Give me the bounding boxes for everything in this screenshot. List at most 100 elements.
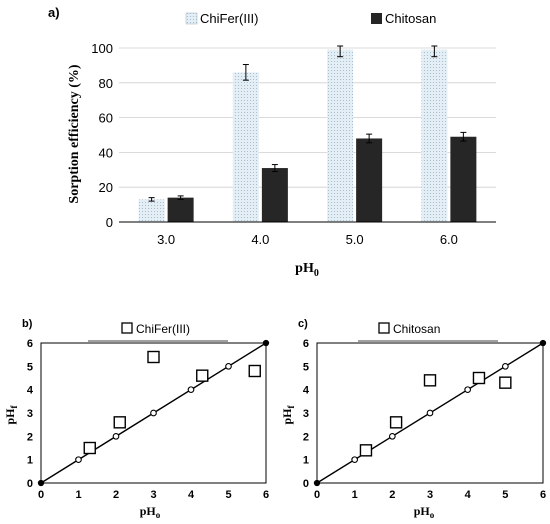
panel-a-bar-chifer xyxy=(327,49,354,222)
panel-c-reference-point xyxy=(426,409,434,417)
panel-a-x-tick-label: 5.0 xyxy=(346,232,364,247)
panel-c-x-tick-label: 2 xyxy=(389,489,395,501)
panel-b-data-point xyxy=(248,364,261,378)
panel-b-legend: ChiFer(III) xyxy=(88,322,228,342)
panel-a-bar-chifer xyxy=(138,199,165,222)
panel-a-x-tick-label: 3.0 xyxy=(157,232,175,247)
panel-b-x-tick-label: 0 xyxy=(38,489,44,501)
panel-c-reference-line xyxy=(313,339,547,487)
panel-b-data-point xyxy=(113,416,126,429)
panel-a-bar-chitosan xyxy=(450,136,477,222)
panel-b-reference-point xyxy=(262,339,270,347)
panel-b-y-axis-label: pHf xyxy=(3,404,19,424)
panel-b-label: b) xyxy=(22,318,33,330)
panel-b-x-tick-label: 4 xyxy=(188,489,195,501)
panel-b-data-point xyxy=(147,350,160,364)
panel-c-data-point xyxy=(389,416,403,429)
panel-c-reference-point xyxy=(388,432,396,440)
panel-c-y-tick-label: 4 xyxy=(303,385,310,397)
panel-b-y-tick-label: 0 xyxy=(27,478,33,490)
panel-b-x-axis-label: pHo xyxy=(140,504,161,520)
panel-b-legend-label: ChiFer(III) xyxy=(136,322,190,336)
panel-c-legend-marker xyxy=(378,322,390,334)
panel-a-bar-chitosan xyxy=(167,197,194,222)
panel-b-y-tick-label: 5 xyxy=(27,361,33,373)
panel-a-bar-chitosan xyxy=(261,168,288,222)
panel-c-y-tick-label: 2 xyxy=(303,431,309,443)
panel-b-y-tick-label: 4 xyxy=(27,385,34,397)
panel-b-y-tick-label: 1 xyxy=(27,455,33,467)
panel-c-x-tick-label: 4 xyxy=(465,489,472,501)
panel-b-data-point xyxy=(83,441,96,455)
panel-b-y-tick-label: 2 xyxy=(27,431,33,443)
panel-c-x-tick-label: 0 xyxy=(314,489,320,501)
panel-c-data-points xyxy=(359,371,512,457)
legend-chitosan-swatch xyxy=(371,13,382,24)
panel-c-x-tick-label: 3 xyxy=(427,489,433,501)
panel-b-plot-frame xyxy=(40,342,267,484)
panel-b-reference-point xyxy=(37,479,45,487)
panel-b-x-tick-label: 6 xyxy=(263,489,269,501)
panel-c-x-tick-label: 5 xyxy=(502,489,508,501)
panel-a-y-tick-label: 0 xyxy=(106,215,113,230)
panel-b-legend-marker xyxy=(121,322,133,334)
panel-c-x-axis-label: pHo xyxy=(414,504,435,520)
panel-c-reference-point xyxy=(501,362,509,370)
panel-b-scatter: b) ChiFer(III) 00 1 1 2 2 3 3 4 4 5 5 6 6 pHf pHo xyxy=(3,318,270,520)
panel-a-y-tick-label: 40 xyxy=(99,145,113,160)
panel-a-label: a) xyxy=(48,5,60,20)
panel-c-y-tick-label: 5 xyxy=(303,361,309,373)
panel-c-data-point xyxy=(359,444,373,457)
panel-a-y-axis-label: Sorption efficiency (%) xyxy=(67,64,82,204)
panel-c-plot-frame xyxy=(316,342,544,484)
panel-c-reference-point xyxy=(464,386,472,394)
panel-c-x-tick-label: 6 xyxy=(540,489,546,501)
panel-b-data-points xyxy=(83,350,261,455)
panel-a-x-tick-label: 4.0 xyxy=(251,232,269,247)
panel-c-reference-point xyxy=(313,479,321,487)
panel-c-tick-labels: 00 1 1 2 2 3 3 4 4 5 5 6 6 xyxy=(303,338,546,501)
panel-a-y-tick-labels: 0 20 40 60 80 100 xyxy=(91,41,113,230)
panel-a-y-tick-label: 80 xyxy=(99,76,113,91)
panel-c-scatter: c) Chitosan 00 1 1 2 2 3 3 4 4 5 5 6 6 pHf pHo xyxy=(280,318,547,520)
panel-c-data-point xyxy=(423,374,437,387)
legend-chitosan-label: Chitosan xyxy=(385,11,436,26)
panel-b-data-point xyxy=(196,369,209,382)
panel-a-legend: ChiFer(III) Chitosan xyxy=(185,11,436,26)
panel-b-reference-point xyxy=(187,386,195,394)
panel-b-reference-point xyxy=(225,362,232,370)
panel-c-legend: Chitosan xyxy=(358,322,498,342)
panel-a-x-axis-label: pH0 xyxy=(295,261,319,279)
panel-b-x-tick-label: 3 xyxy=(150,489,156,501)
panel-c-data-point xyxy=(499,376,512,389)
legend-chifer-swatch xyxy=(185,12,198,25)
panel-b-x-tick-label: 5 xyxy=(225,489,231,501)
panel-b-reference-line xyxy=(37,339,270,487)
panel-b-x-tick-label: 2 xyxy=(113,489,119,501)
panel-a-x-tick-label: 6.0 xyxy=(440,232,458,247)
panel-b-tick-labels: 00 1 1 2 2 3 3 4 4 5 5 6 6 xyxy=(27,338,269,501)
panel-c-legend-label: Chitosan xyxy=(393,322,440,336)
panel-a-y-tick-label: 100 xyxy=(91,41,113,56)
panel-a-bar-chart: a) ChiFer(III) Chitosan 0 20 40 60 80 100 3.0… xyxy=(48,5,496,279)
panel-c-label: c) xyxy=(298,318,308,330)
panel-b-reference-point xyxy=(75,456,82,464)
panel-b-reference-point xyxy=(112,432,120,440)
panel-c-reference-point xyxy=(351,456,359,464)
panel-c-y-tick-label: 6 xyxy=(303,338,309,350)
panel-c-x-tick-label: 1 xyxy=(352,489,358,501)
panel-a-bars xyxy=(138,45,477,222)
panel-c-y-tick-label: 0 xyxy=(303,478,309,490)
panel-a-x-tick-labels: 3.0 4.0 5.0 6.0 xyxy=(157,232,458,247)
panel-c-y-axis-label: pHf xyxy=(280,404,296,424)
panel-c-y-tick-label: 3 xyxy=(303,408,309,420)
panel-a-bar-chitosan xyxy=(356,138,383,222)
panel-c-reference-point xyxy=(539,339,547,347)
panel-c-data-point xyxy=(472,371,486,385)
panel-a-bar-chifer xyxy=(421,49,448,222)
panel-a-bar-chifer xyxy=(232,72,259,222)
legend-chifer-label: ChiFer(III) xyxy=(200,11,259,26)
panel-a-y-tick-label: 60 xyxy=(99,111,113,126)
panel-b-y-tick-label: 3 xyxy=(27,408,33,420)
